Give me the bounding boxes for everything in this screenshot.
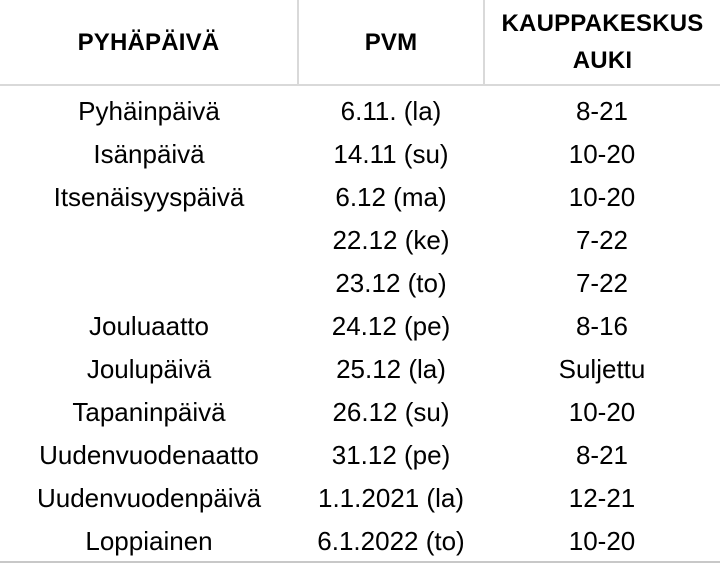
header-opening-hours-line2: AUKI — [572, 47, 633, 74]
holiday-cell: Loppiainen — [85, 526, 213, 556]
date-cell: 14.11 (su) — [333, 139, 449, 169]
holiday-cell: Jouluaatto — [89, 311, 209, 341]
table-row: Jouluaatto 24.12 (pe) 8-16 — [0, 305, 720, 348]
date-cell: 24.12 (pe) — [331, 311, 451, 341]
table-row: Pyhäinpäivä 6.11. (la) 8-21 — [0, 85, 720, 133]
hours-cell: Suljettu — [558, 354, 646, 384]
holiday-cell: Joulupäivä — [86, 354, 212, 384]
table-row: Loppiainen 6.1.2022 (to) 10-20 — [0, 520, 720, 563]
date-cell: 1.1.2021 (la) — [318, 483, 464, 513]
table-row: Itsenäisyyspäivä 6.12 (ma) 10-20 — [0, 176, 720, 219]
table-row: Uudenvuodenpäivä 1.1.2021 (la) 12-21 — [0, 477, 720, 520]
table-row: Isänpäivä 14.11 (su) 10-20 — [0, 133, 720, 176]
date-cell: 6.11. (la) — [340, 96, 442, 126]
table-row: Uudenvuodenaatto 31.12 (pe) 8-21 — [0, 434, 720, 477]
holiday-cell — [0, 219, 298, 262]
table-row: Tapaninpäivä 26.12 (su) 10-20 — [0, 391, 720, 434]
table-body: Pyhäinpäivä 6.11. (la) 8-21 Isänpäivä 14… — [0, 85, 720, 563]
holiday-cell: Uudenvuodenaatto — [39, 440, 259, 470]
date-cell: 6.1.2022 (to) — [317, 526, 465, 556]
header-holiday: PYHÄPÄIVÄ — [0, 0, 299, 86]
header-row: PYHÄPÄIVÄ PVM KAUPPAKESKUS AUKI — [0, 0, 720, 86]
table-row: 23.12 (to) 7-22 — [0, 262, 720, 305]
date-cell: 31.12 (pe) — [331, 440, 451, 470]
holiday-cell: Pyhäinpäivä — [78, 96, 220, 126]
date-cell: 25.12 (la) — [336, 354, 446, 384]
date-cell: 23.12 (to) — [335, 268, 447, 298]
hours-cell: 12-21 — [568, 483, 636, 513]
holiday-cell: Uudenvuodenpäivä — [36, 483, 262, 513]
table-header: PYHÄPÄIVÄ PVM KAUPPAKESKUS AUKI — [0, 0, 720, 86]
hours-cell: 8-21 — [575, 440, 629, 470]
holiday-cell: Isänpäivä — [93, 139, 205, 169]
hours-cell: 7-22 — [575, 268, 629, 298]
holiday-cell — [0, 262, 298, 305]
date-cell: 26.12 (su) — [332, 397, 450, 427]
header-opening-hours-line1: KAUPPAKESKUS — [501, 10, 704, 37]
hours-cell: 10-20 — [568, 397, 636, 427]
hours-cell: 10-20 — [568, 139, 636, 169]
hours-cell: 7-22 — [575, 225, 629, 255]
table-row: 22.12 (ke) 7-22 — [0, 219, 720, 262]
hours-cell: 8-21 — [575, 96, 629, 126]
header-date: PVM — [298, 0, 485, 86]
hours-cell: 8-16 — [575, 311, 629, 341]
date-cell: 22.12 (ke) — [332, 225, 450, 255]
hours-cell: 10-20 — [568, 182, 636, 212]
bottom-divider — [0, 561, 720, 563]
holiday-cell: Tapaninpäivä — [72, 397, 226, 427]
holiday-cell: Itsenäisyyspäivä — [53, 182, 245, 212]
table-row: Joulupäivä 25.12 (la) Suljettu — [0, 348, 720, 391]
hours-cell: 10-20 — [568, 526, 636, 556]
date-cell: 6.12 (ma) — [335, 182, 447, 212]
header-opening-hours: KAUPPAKESKUS AUKI — [484, 0, 720, 86]
